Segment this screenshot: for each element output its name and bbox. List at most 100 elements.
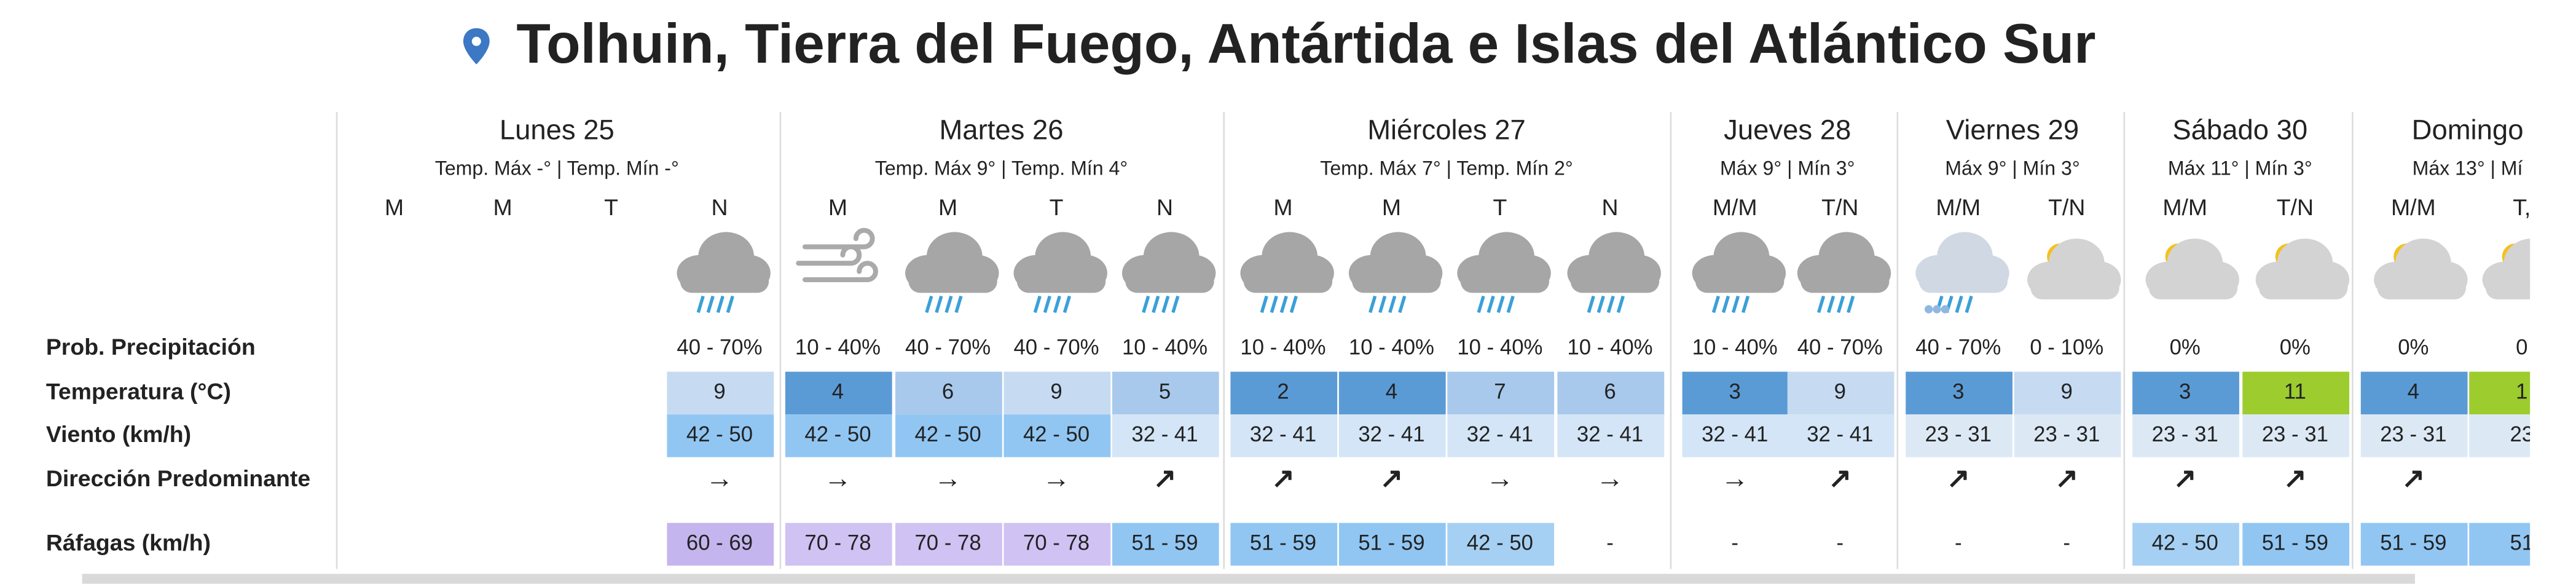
day-temps: Temp. Máx -° | Temp. Mín -° bbox=[435, 157, 679, 179]
rain-drop bbox=[1496, 295, 1505, 314]
wind-line bbox=[802, 261, 878, 282]
wind-direction: ↗ bbox=[1380, 462, 1403, 494]
cloud-part bbox=[2030, 276, 2119, 300]
cell-bg bbox=[1787, 414, 1895, 457]
cell-bg bbox=[895, 414, 1002, 457]
weather-icon bbox=[1348, 232, 1443, 314]
cell-bg bbox=[1003, 414, 1111, 457]
rain-drop bbox=[1827, 295, 1836, 314]
period-label: M/M bbox=[1936, 194, 1981, 220]
cell-value: 32 - 41 bbox=[1577, 423, 1643, 446]
cell-value: 23 - 31 bbox=[1925, 423, 1992, 446]
rain-drop bbox=[1816, 295, 1826, 314]
cloud-part bbox=[2485, 276, 2531, 300]
cell-bg bbox=[1230, 414, 1338, 457]
cloud-part bbox=[1695, 269, 1785, 293]
cloud-part bbox=[2503, 239, 2531, 288]
cell-value: 70 - 78 bbox=[914, 532, 981, 555]
cell-bg bbox=[1230, 371, 1338, 415]
cell-value: 42 - 50 bbox=[2152, 532, 2218, 555]
rain-drop bbox=[1260, 295, 1268, 314]
wind-line bbox=[796, 244, 862, 266]
cell-bg bbox=[1787, 371, 1895, 415]
rain-drop bbox=[1279, 295, 1288, 314]
rain-drop bbox=[1062, 295, 1071, 314]
cell-bg bbox=[785, 371, 892, 415]
cell-value: 32 - 41 bbox=[1807, 423, 1873, 446]
cell-bg bbox=[1447, 414, 1555, 457]
day-temps: Máx 13° | Mí bbox=[2413, 157, 2523, 179]
period-label: T bbox=[1050, 194, 1064, 220]
wind-direction: ↗ bbox=[1153, 462, 1176, 494]
cell-value: 10 - 40% bbox=[1240, 336, 1325, 359]
period-label: M bbox=[493, 194, 512, 220]
cell-value: 11 bbox=[2284, 381, 2306, 404]
period-label: T/N bbox=[1821, 194, 1858, 220]
cell-value: 40 - 70% bbox=[905, 336, 991, 359]
cell-value: 0% bbox=[2170, 336, 2201, 359]
cell-bg bbox=[2242, 371, 2350, 415]
cell-value: 5 bbox=[1159, 381, 1171, 404]
cell-value: 4 bbox=[2408, 381, 2419, 404]
title: Tolhuin, Tierra del Fuego, Antártida e I… bbox=[516, 13, 2095, 75]
rain-drop bbox=[944, 295, 953, 314]
cell-bg bbox=[1112, 414, 1219, 457]
wind-direction: → bbox=[705, 462, 733, 494]
wind-direction: ↗ bbox=[1947, 462, 1970, 494]
cell-bg bbox=[2242, 414, 2350, 457]
cell-bg bbox=[1557, 414, 1665, 457]
cell-value: 6 bbox=[1604, 381, 1616, 404]
cell-value: 10 - 40% bbox=[1122, 336, 1208, 359]
wind-direction: ↗ bbox=[2174, 462, 2197, 494]
rain-drop bbox=[696, 295, 705, 314]
snow-flake bbox=[1941, 305, 1950, 314]
cell-value: 40 - 70% bbox=[1013, 336, 1099, 359]
rain-drop bbox=[1731, 295, 1740, 314]
cell-value: - bbox=[1731, 532, 1738, 555]
cell-bg bbox=[2360, 523, 2468, 566]
cell-value: 51 - 59 bbox=[1358, 532, 1424, 555]
cell-value: 3 bbox=[2179, 381, 2191, 404]
wind-direction: ↗ bbox=[2283, 462, 2307, 494]
cell-bg bbox=[895, 523, 1002, 566]
rain-drop bbox=[1711, 295, 1721, 314]
cell-bg bbox=[1003, 371, 1111, 415]
rain-drop bbox=[1965, 295, 1973, 314]
cell-bg bbox=[1906, 371, 2012, 415]
weather-icon bbox=[2027, 239, 2121, 300]
weather-icon bbox=[1457, 232, 1551, 314]
cell-value: 10 - 40% bbox=[1567, 336, 1652, 359]
rain-drop bbox=[716, 295, 724, 314]
cloud-part bbox=[1570, 269, 1660, 293]
wind-direction: → bbox=[1486, 462, 1514, 494]
cell-bg bbox=[2014, 414, 2121, 457]
day-name: Lunes 25 bbox=[500, 114, 615, 145]
cell-value: 51 - 59 bbox=[1250, 532, 1316, 555]
cell-value: 23 - 31 bbox=[2033, 423, 2100, 446]
cell-value: - bbox=[1606, 532, 1614, 555]
rain-drop bbox=[1616, 295, 1625, 314]
rain-drop bbox=[1378, 295, 1387, 314]
period-label: M/M bbox=[1713, 194, 1757, 220]
rain-drop bbox=[1043, 295, 1051, 314]
cell-value: 40 - 70% bbox=[677, 336, 762, 359]
rain-drop bbox=[1171, 295, 1180, 314]
cell-bg bbox=[2132, 414, 2239, 457]
period-label: M bbox=[1273, 194, 1292, 220]
period-label: T bbox=[1493, 194, 1507, 220]
rain-drop bbox=[1596, 295, 1605, 314]
rain-drop bbox=[1142, 295, 1150, 314]
cell-value: 42 - 50 bbox=[804, 423, 871, 446]
rain-drop bbox=[1587, 295, 1595, 314]
rain-drop bbox=[954, 295, 963, 314]
cell-value: - bbox=[1836, 532, 1844, 555]
cell-value: 4 bbox=[1386, 381, 1397, 404]
weather-icon bbox=[677, 232, 771, 314]
row-label: Prob. Precipitación bbox=[46, 334, 256, 360]
rain-drop bbox=[1289, 295, 1298, 314]
cell-bg bbox=[1557, 371, 1665, 415]
weather-icon bbox=[2145, 239, 2239, 300]
cell-value: 7 bbox=[1494, 381, 1506, 404]
wind-icon bbox=[796, 227, 878, 282]
cloud-part bbox=[2148, 276, 2238, 300]
